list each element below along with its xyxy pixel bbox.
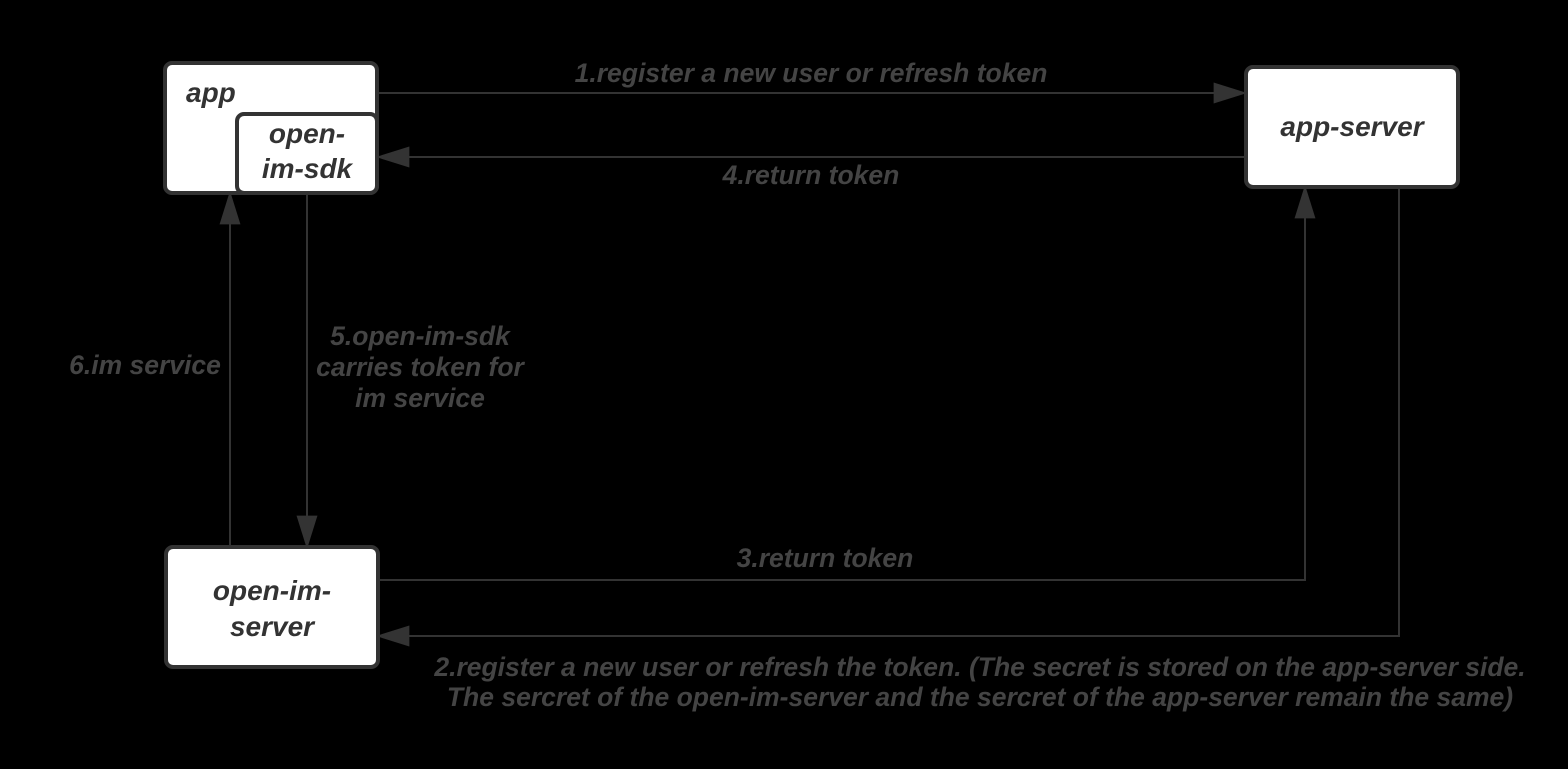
svg-text:carries token for: carries token for <box>316 352 525 382</box>
svg-text:2.register a new user or refre: 2.register a new user or refresh the tok… <box>433 652 1525 682</box>
svg-text:6.im service: 6.im service <box>69 350 221 380</box>
svg-text:open-im-: open-im- <box>213 575 331 606</box>
svg-text:im service: im service <box>355 383 485 413</box>
svg-text:4.return token: 4.return token <box>722 160 900 190</box>
svg-text:app-server: app-server <box>1280 111 1425 142</box>
svg-text:open-: open- <box>269 118 345 149</box>
svg-text:server: server <box>230 611 316 642</box>
svg-text:5.open-im-sdk: 5.open-im-sdk <box>330 321 511 351</box>
svg-text:The sercret of the open-im-ser: The sercret of the open-im-server and th… <box>447 682 1513 712</box>
svg-text:im-sdk: im-sdk <box>262 153 354 184</box>
svg-text:1.register a new user or refre: 1.register a new user or refresh token <box>575 58 1048 88</box>
svg-text:3.return token: 3.return token <box>737 543 914 573</box>
svg-text:app: app <box>186 77 236 108</box>
